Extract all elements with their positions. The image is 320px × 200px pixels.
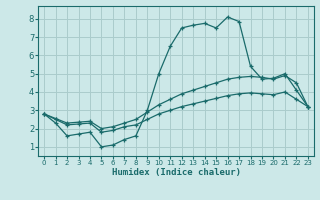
X-axis label: Humidex (Indice chaleur): Humidex (Indice chaleur): [111, 168, 241, 177]
